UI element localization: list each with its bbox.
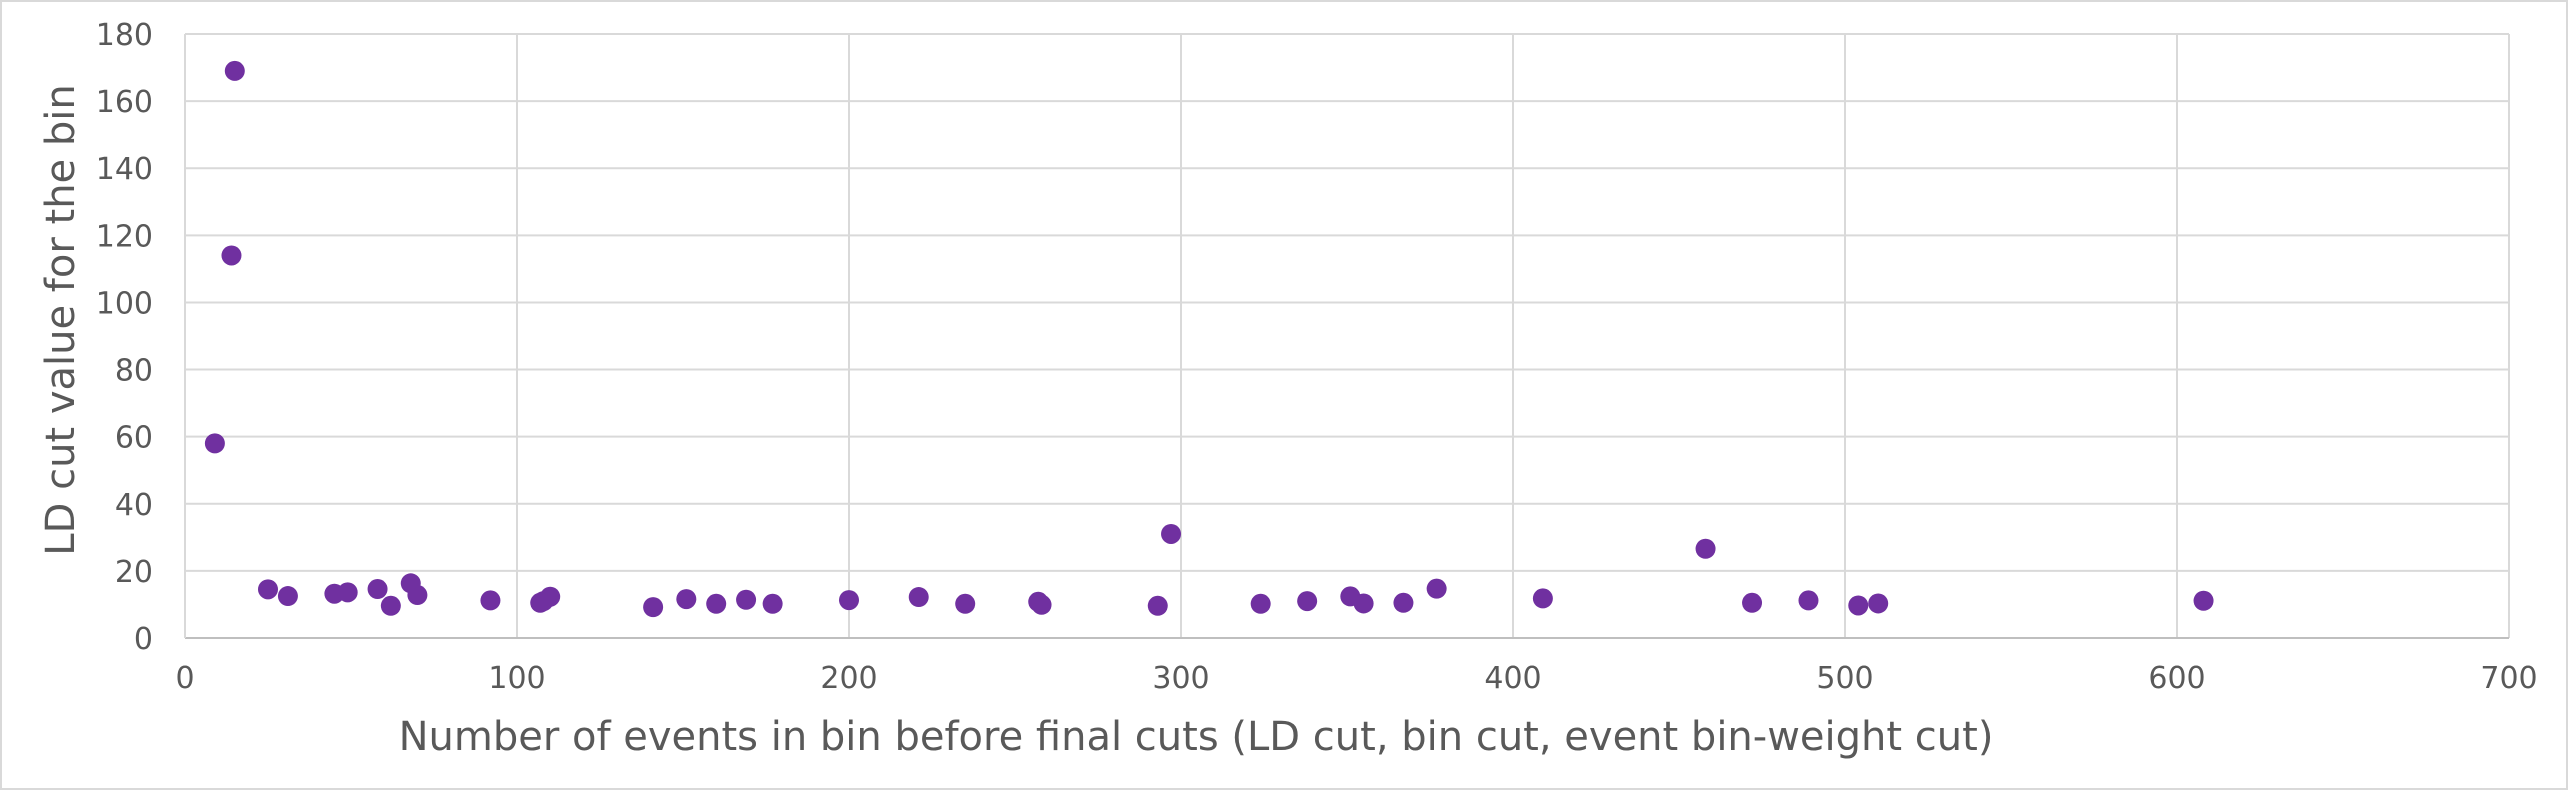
y-tick-label: 140 — [96, 152, 153, 187]
data-point — [736, 589, 757, 610]
data-point — [2193, 590, 2214, 611]
y-tick-label: 80 — [115, 354, 153, 389]
x-tick-labels: 0 100 200 300 400 500 600 700 — [175, 661, 2537, 696]
x-tick-label: 400 — [1484, 661, 1541, 696]
y-tick-label: 40 — [115, 488, 153, 523]
data-points — [204, 60, 2214, 618]
gridlines — [185, 33, 2510, 638]
data-point — [224, 60, 245, 81]
data-point — [706, 593, 727, 614]
x-tick-label: 200 — [820, 661, 877, 696]
data-point — [1353, 593, 1374, 614]
data-point — [1031, 594, 1052, 615]
data-point — [1532, 588, 1553, 609]
y-tick-label: 180 — [96, 18, 153, 53]
axes — [184, 34, 2509, 639]
x-tick-label: 500 — [1816, 661, 1873, 696]
y-tick-label: 120 — [96, 219, 153, 254]
data-point — [367, 579, 388, 600]
data-point — [337, 582, 358, 603]
y-tick-label: 20 — [115, 555, 153, 590]
data-point — [1798, 590, 1819, 611]
x-tick-label: 100 — [488, 661, 545, 696]
data-point — [1848, 595, 1869, 616]
data-point — [1147, 595, 1168, 616]
data-point — [1426, 578, 1447, 599]
data-point — [258, 579, 278, 600]
y-axis-title: LD cut value for the bin — [38, 84, 84, 555]
x-tick-label: 700 — [2480, 661, 2537, 696]
x-tick-label: 600 — [2148, 661, 2205, 696]
data-point — [221, 245, 242, 266]
data-point — [908, 587, 929, 608]
data-point — [1695, 538, 1716, 559]
data-point — [955, 593, 976, 614]
data-point — [540, 586, 561, 607]
data-point — [1250, 593, 1271, 614]
data-point — [676, 589, 697, 610]
y-tick-label: 0 — [134, 622, 153, 657]
y-tick-label: 100 — [96, 286, 153, 321]
data-point — [839, 590, 859, 611]
data-point — [762, 593, 783, 614]
data-point — [1161, 523, 1182, 544]
data-point — [1742, 592, 1763, 613]
data-point — [1393, 592, 1414, 613]
data-point — [380, 595, 401, 616]
x-tick-label: 300 — [1152, 661, 1209, 696]
data-point — [643, 597, 664, 618]
data-point — [407, 585, 428, 606]
data-point — [480, 590, 501, 611]
x-tick-label: 0 — [175, 661, 194, 696]
data-point — [204, 433, 225, 454]
y-tick-labels: 0 20 40 60 80 100 120 140 160 180 — [96, 18, 153, 657]
data-point — [277, 586, 298, 607]
data-point — [1868, 593, 1889, 614]
data-point — [1297, 591, 1318, 612]
y-tick-label: 160 — [96, 85, 153, 120]
y-tick-label: 60 — [115, 421, 153, 456]
x-axis-title: Number of events in bin before final cut… — [399, 714, 1994, 760]
